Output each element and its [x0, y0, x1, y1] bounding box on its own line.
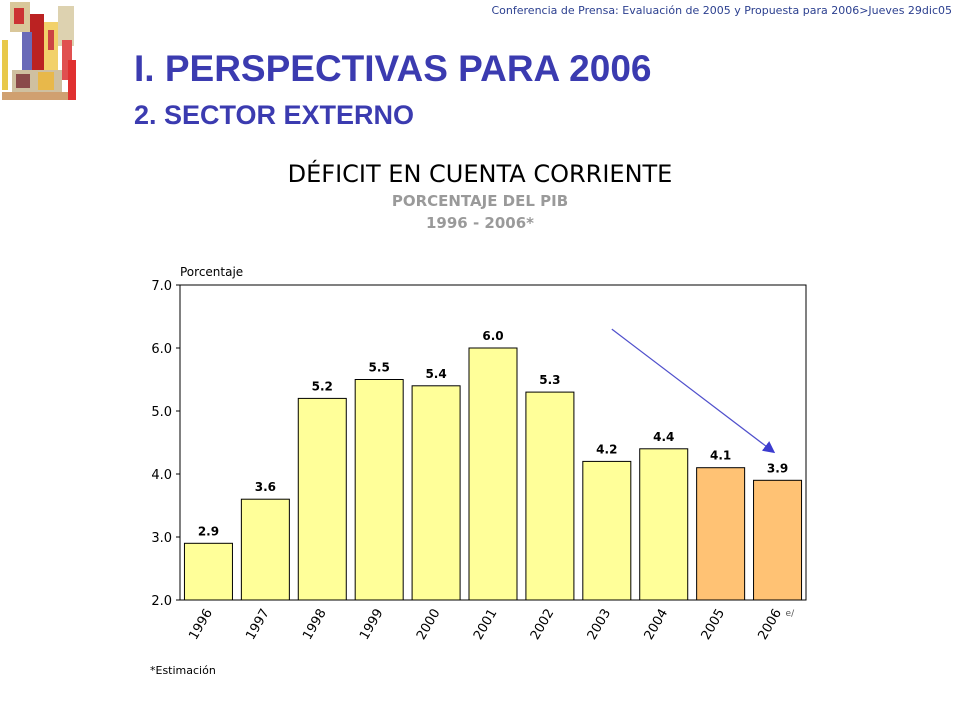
- y-tick-label: 4.0: [151, 468, 172, 483]
- chart-subtitle-period: 1996 - 2006*: [425, 214, 534, 232]
- x-tick-label-2002: 2002: [528, 607, 558, 643]
- y-tick-label: 5.0: [151, 405, 172, 420]
- x-tick-label-2005: 2005: [699, 607, 729, 643]
- chart-subtitle-units: PORCENTAJE DEL PIB: [391, 192, 569, 210]
- x-tick-label-1998: 1998: [300, 607, 330, 643]
- bar-1998: [297, 397, 347, 601]
- estimate-marker: e/: [786, 609, 796, 619]
- y-axis-label: Porcentaje: [180, 265, 243, 279]
- bar-2003: [582, 460, 632, 601]
- bar-1997: [240, 498, 290, 601]
- bar-2000: [411, 385, 461, 601]
- data-label-1998: 5.2: [312, 379, 333, 393]
- slide-subtitle: 2. SECTOR EXTERNO: [134, 100, 415, 130]
- trend-arrow: [611, 328, 776, 454]
- data-label-1999: 5.5: [369, 361, 390, 375]
- x-tick-label-2006: 2006: [755, 607, 785, 643]
- data-label-1997: 3.6: [255, 480, 276, 494]
- x-tick-label-1997: 1997: [243, 607, 273, 643]
- bar-2006: [753, 479, 803, 601]
- x-tick-label-2004: 2004: [642, 607, 672, 643]
- data-label-2001: 6.0: [482, 329, 503, 343]
- header-text: Conferencia de Prensa: Evaluación de 200…: [491, 4, 953, 17]
- y-tick-label: 2.0: [151, 594, 172, 609]
- x-tick-label-2001: 2001: [471, 607, 501, 643]
- mosaic-logo-icon: [2, 2, 76, 100]
- data-label-2006: 3.9: [767, 461, 788, 475]
- y-tick-label: 7.0: [151, 279, 172, 294]
- chart-title: DÉFICIT EN CUENTA CORRIENTE: [287, 160, 673, 188]
- bar-2002: [525, 391, 575, 601]
- data-label-1996: 2.9: [198, 524, 219, 538]
- x-tick-label-2003: 2003: [585, 607, 615, 643]
- bar-2005: [696, 467, 746, 601]
- data-label-2000: 5.4: [425, 367, 446, 381]
- bar-2001: [468, 347, 518, 601]
- y-tick-label: 3.0: [151, 531, 172, 546]
- data-label-2005: 4.1: [710, 449, 731, 463]
- bar-1996: [183, 542, 233, 601]
- data-label-2004: 4.4: [653, 430, 674, 444]
- slide-title: I. PERSPECTIVAS PARA 2006: [134, 48, 652, 89]
- bar-1999: [354, 379, 404, 601]
- data-label-2003: 4.2: [596, 442, 617, 456]
- chart-footnote: *Estimación: [150, 664, 216, 677]
- data-label-2002: 5.3: [539, 373, 560, 387]
- bar-2004: [639, 448, 689, 601]
- y-tick-label: 6.0: [151, 342, 172, 357]
- x-tick-label-2000: 2000: [414, 607, 444, 643]
- x-tick-label-1999: 1999: [357, 607, 387, 643]
- x-tick-label-1996: 1996: [186, 607, 216, 643]
